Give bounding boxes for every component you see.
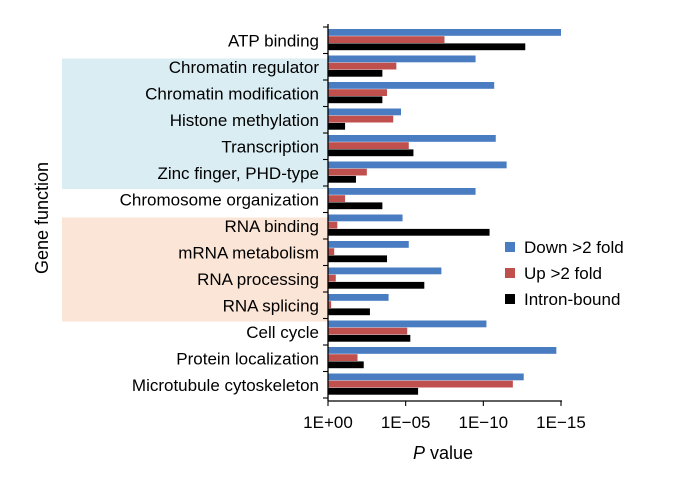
category-label-zinc-finger-phd-type: Zinc finger, PHD-type — [157, 164, 319, 183]
bar-down-2-fold-rna-splicing — [328, 294, 389, 301]
bar-intron-bound-histone-methylation — [328, 122, 346, 130]
x-axis-title-italic: P — [413, 443, 425, 463]
category-label-transcription: Transcription — [221, 137, 319, 156]
y-axis-title: Gene function — [32, 162, 52, 274]
bar-down-2-fold-chromatin-regulator — [328, 55, 476, 63]
bar-down-2-fold-atp-binding — [328, 29, 561, 36]
bar-up-2-fold-zinc-finger-phd-type — [328, 168, 367, 176]
bar-intron-bound-protein-localization — [328, 361, 364, 369]
legend-label-intron-bound: Intron-bound — [524, 290, 620, 309]
bar-intron-bound-cell-cycle — [328, 334, 411, 342]
bar-down-2-fold-histone-methylation — [328, 108, 402, 116]
bar-intron-bound-microtubule-cytoskeleton — [328, 387, 419, 395]
bar-up-2-fold-microtubule-cytoskeleton — [328, 380, 513, 388]
bar-intron-bound-chromosome-organization — [328, 202, 383, 210]
x-axis-title-rest: value — [425, 443, 473, 463]
bar-down-2-fold-chromosome-organization — [328, 188, 476, 195]
bar-up-2-fold-transcription — [328, 142, 409, 149]
bar-up-2-fold-rna-binding — [328, 221, 338, 229]
x-tick-label-1e-00: 1E+00 — [303, 413, 353, 432]
category-label-atp-binding: ATP binding — [228, 31, 319, 50]
bar-intron-bound-mrna-metabolism — [328, 255, 388, 263]
category-label-chromatin-regulator: Chromatin regulator — [169, 58, 320, 77]
legend-label-up-2-fold: Up >2 fold — [524, 264, 602, 283]
bars — [328, 29, 561, 395]
legend: Down >2 fold Up >2 fold Intron-bound — [505, 238, 624, 309]
category-label-rna-processing: RNA processing — [197, 270, 319, 289]
bar-down-2-fold-microtubule-cytoskeleton — [328, 373, 524, 381]
bar-intron-bound-atp-binding — [328, 43, 526, 51]
bar-intron-bound-transcription — [328, 149, 414, 157]
bar-up-2-fold-chromosome-organization — [328, 195, 346, 202]
legend-swatch-down-2-fold — [505, 242, 515, 252]
highlight-bands — [62, 58, 328, 322]
bar-up-2-fold-histone-methylation — [328, 115, 394, 123]
bar-up-2-fold-chromatin-regulator — [328, 62, 397, 70]
x-tick-label-1e-10: 1E−10 — [459, 413, 509, 432]
bar-down-2-fold-transcription — [328, 135, 496, 142]
bar-down-2-fold-zinc-finger-phd-type — [328, 161, 507, 169]
bar-up-2-fold-cell-cycle — [328, 327, 408, 335]
bar-intron-bound-rna-processing — [328, 281, 425, 289]
bar-down-2-fold-mrna-metabolism — [328, 241, 409, 248]
bar-up-2-fold-mrna-metabolism — [328, 248, 335, 255]
x-tick-label-1e-15: 1E−15 — [536, 413, 586, 432]
category-label-histone-methylation: Histone methylation — [170, 111, 319, 130]
x-tick-label-1e-05: 1E−05 — [381, 413, 431, 432]
bar-intron-bound-chromatin-regulator — [328, 69, 383, 77]
bar-down-2-fold-protein-localization — [328, 347, 557, 354]
bar-up-2-fold-protein-localization — [328, 354, 358, 361]
highlight-band-2 — [62, 217, 328, 322]
legend-swatch-intron-bound — [505, 294, 515, 304]
bar-up-2-fold-atp-binding — [328, 36, 445, 43]
category-label-chromatin-modification: Chromatin modification — [145, 84, 319, 103]
highlight-band-1 — [62, 58, 328, 189]
category-label-chromosome-organization: Chromosome organization — [120, 190, 319, 209]
legend-swatch-up-2-fold — [505, 268, 515, 278]
axes — [323, 24, 562, 406]
category-label-rna-splicing: RNA splicing — [223, 296, 319, 315]
bar-up-2-fold-rna-processing — [328, 274, 336, 282]
category-label-protein-localization: Protein localization — [176, 349, 319, 368]
bar-down-2-fold-rna-binding — [328, 214, 403, 222]
x-tick-labels: 1E+00 1E−05 1E−10 1E−15 — [303, 413, 586, 432]
legend-label-down-2-fold: Down >2 fold — [524, 238, 624, 257]
bar-down-2-fold-rna-processing — [328, 267, 442, 275]
bar-intron-bound-zinc-finger-phd-type — [328, 175, 356, 183]
category-label-microtubule-cytoskeleton: Microtubule cytoskeleton — [132, 376, 319, 395]
bar-down-2-fold-chromatin-modification — [328, 82, 495, 89]
bar-up-2-fold-chromatin-modification — [328, 89, 388, 96]
category-label-cell-cycle: Cell cycle — [246, 323, 319, 342]
category-labels: ATP binding Chromatin regulator Chromatin … — [120, 31, 320, 395]
category-label-rna-binding: RNA binding — [224, 217, 319, 236]
bar-intron-bound-chromatin-modification — [328, 96, 383, 104]
bar-intron-bound-rna-binding — [328, 228, 490, 236]
x-axis-title: P value — [413, 443, 473, 463]
bar-down-2-fold-cell-cycle — [328, 320, 487, 328]
bar-intron-bound-rna-splicing — [328, 308, 370, 316]
bar-up-2-fold-rna-splicing — [328, 301, 332, 308]
category-label-mrna-metabolism: mRNA metabolism — [178, 243, 319, 262]
